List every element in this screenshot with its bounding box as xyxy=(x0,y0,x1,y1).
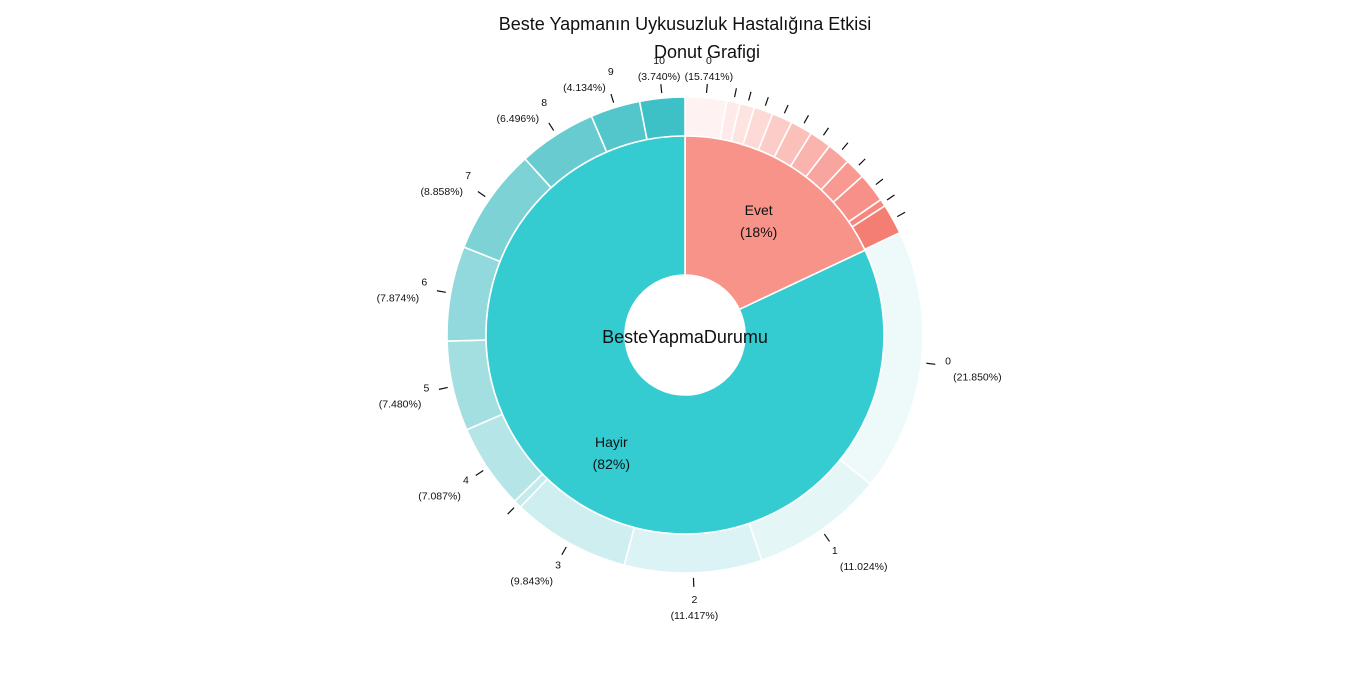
outer-label-percent: (6.496%) xyxy=(497,113,540,125)
outer-label-category: 5 xyxy=(424,382,430,394)
chart-title: Beste Yapmanın Uykusuzluk Hastalığına Et… xyxy=(499,14,872,34)
outer-label-percent: (11.417%) xyxy=(671,610,719,622)
leader-line xyxy=(438,386,448,390)
outer-label-percent: (4.134%) xyxy=(563,82,606,94)
leader-line xyxy=(822,127,830,136)
center-label: BesteYapmaDurumu xyxy=(602,327,768,347)
leader-line xyxy=(507,507,515,515)
leader-line xyxy=(926,362,936,365)
leader-line xyxy=(660,84,663,94)
outer-ring xyxy=(446,96,924,574)
outer-label-percent: (7.087%) xyxy=(418,491,461,503)
leader-line xyxy=(561,546,567,556)
leader-line xyxy=(896,211,906,218)
chart-subtitle: Donut Grafigi xyxy=(654,42,760,62)
outer-label-category: 0 xyxy=(706,55,712,67)
inner-label-percent: (82%) xyxy=(593,456,630,472)
inner-label-percent: (18%) xyxy=(740,224,777,240)
leader-line xyxy=(841,142,849,151)
outer-label-percent: (8.858%) xyxy=(420,186,463,198)
leader-line xyxy=(875,178,884,186)
outer-label-percent: (21.850%) xyxy=(953,371,1001,383)
leader-line xyxy=(858,158,866,166)
leader-line xyxy=(748,91,752,101)
leader-line xyxy=(783,104,789,114)
outer-label-percent: (7.480%) xyxy=(379,398,422,410)
leader-line xyxy=(823,533,831,542)
outer-label-percent: (7.874%) xyxy=(377,293,420,305)
outer-labels: 0(15.741%)0(21.850%)1(11.024%)2(11.417%)… xyxy=(377,55,1002,622)
outer-label-category: 2 xyxy=(691,594,697,606)
inner-label-name: Evet xyxy=(745,202,773,218)
leader-line xyxy=(764,96,769,106)
leader-line xyxy=(477,190,486,198)
outer-label-category: 4 xyxy=(463,475,469,487)
leader-line xyxy=(733,88,738,98)
leader-line xyxy=(803,115,810,124)
outer-label-percent: (9.843%) xyxy=(510,576,553,588)
leader-lines xyxy=(436,83,936,587)
leader-line xyxy=(705,83,708,94)
leader-line xyxy=(475,469,484,476)
donut-hole xyxy=(625,275,745,395)
outer-label-category: 3 xyxy=(555,560,561,572)
outer-label-percent: (11.024%) xyxy=(840,561,888,573)
outer-label-category: 8 xyxy=(541,97,547,109)
leader-line xyxy=(886,194,895,201)
outer-label-category: 1 xyxy=(832,545,838,557)
leader-line xyxy=(610,93,615,103)
outer-label-percent: (3.740%) xyxy=(638,71,681,83)
outer-label-category: 7 xyxy=(465,170,471,182)
outer-label-category: 9 xyxy=(608,66,614,78)
outer-label-percent: (15.741%) xyxy=(685,71,733,83)
leader-line xyxy=(548,122,555,131)
outer-label-category: 10 xyxy=(653,55,665,67)
outer-label-category: 0 xyxy=(945,355,951,367)
outer-label-category: 6 xyxy=(421,277,427,289)
inner-label-name: Hayir xyxy=(595,434,628,450)
outer-wedge xyxy=(638,96,686,141)
leader-line xyxy=(436,290,446,293)
